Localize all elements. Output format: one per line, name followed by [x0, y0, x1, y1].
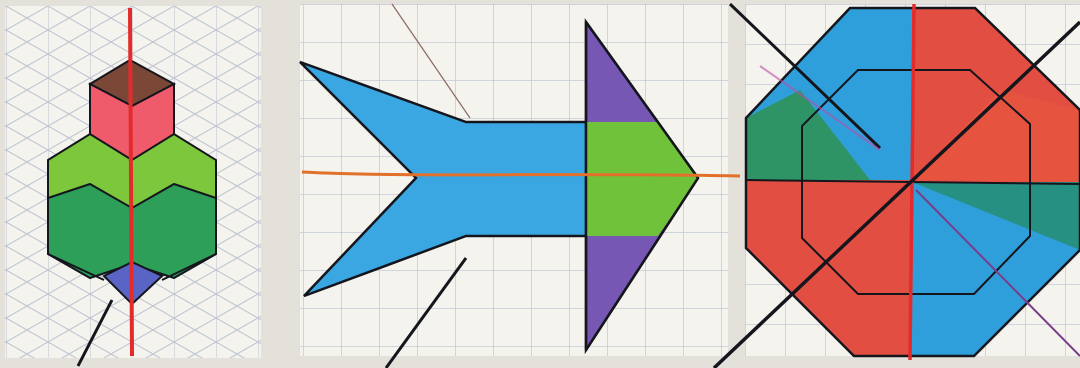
arrow-green-tip: [658, 122, 698, 236]
octagon-diagonal-1: [728, 2, 882, 150]
octagon-teal-left: [746, 90, 870, 180]
vase-pen-stroke: [76, 299, 114, 367]
arrow-symmetry-line: [301, 170, 741, 178]
arrow-head-edge-bottom: [584, 177, 700, 351]
arrow-tail: [299, 60, 590, 298]
arrow-head-edge-top: [584, 21, 700, 179]
octagon-panel: [712, 2, 1080, 368]
arrow-pen-stroke-2: [384, 257, 468, 368]
octagon-diagonal-2: [712, 20, 1080, 368]
octagon-diagonal-4: [759, 65, 881, 151]
octagon-q-bottom-left: [746, 180, 912, 356]
octagon-diagonal-3: [915, 189, 1080, 357]
arrow-panel: [299, 3, 741, 368]
octagon-teal-right: [912, 182, 1080, 250]
arrow-pen-stroke-1: [391, 3, 471, 119]
arrow-green-block: [586, 122, 658, 236]
octagon-red-triangle: [912, 90, 1080, 182]
vase-panel: [5, 6, 261, 367]
vase-outline-right: [161, 253, 217, 281]
octagon-inner: [801, 69, 1031, 295]
vase-symmetry-line: [128, 7, 134, 357]
octagon-outer: [744, 6, 1080, 358]
vase-outline-left: [47, 253, 105, 281]
